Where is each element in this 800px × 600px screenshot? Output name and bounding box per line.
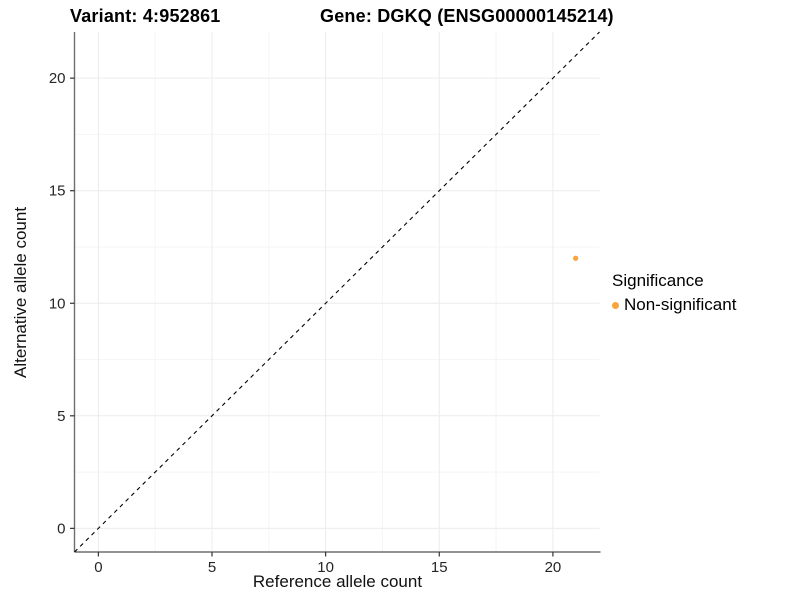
x-axis-title: Reference allele count <box>252 572 423 591</box>
identity-line <box>74 31 600 553</box>
legend-item-label: Non-significant <box>624 295 737 314</box>
plot-title-gene: Gene: DGKQ (ENSG00000145214) <box>320 6 614 26</box>
x-tick-label: 15 <box>431 559 448 576</box>
y-tick-label: 15 <box>49 183 66 200</box>
legend: Significance Non-significant <box>612 271 736 315</box>
data-point <box>573 255 579 261</box>
y-axis-title: Alternative allele count <box>11 206 30 378</box>
legend-title: Significance <box>612 271 704 290</box>
y-tick-label: 5 <box>57 408 65 425</box>
x-tick-label: 10 <box>317 559 334 576</box>
legend-item: Non-significant <box>612 295 736 315</box>
y-tick-label: 20 <box>49 70 66 87</box>
x-tick-label: 20 <box>545 559 562 576</box>
plot-title-variant: Variant: 4:952861 <box>70 6 221 26</box>
y-tick-label: 10 <box>49 295 66 312</box>
legend-point-icon <box>612 301 619 309</box>
y-tick-label: 0 <box>57 520 65 537</box>
x-tick-label: 5 <box>208 559 216 576</box>
x-tick-label: 0 <box>94 559 102 576</box>
